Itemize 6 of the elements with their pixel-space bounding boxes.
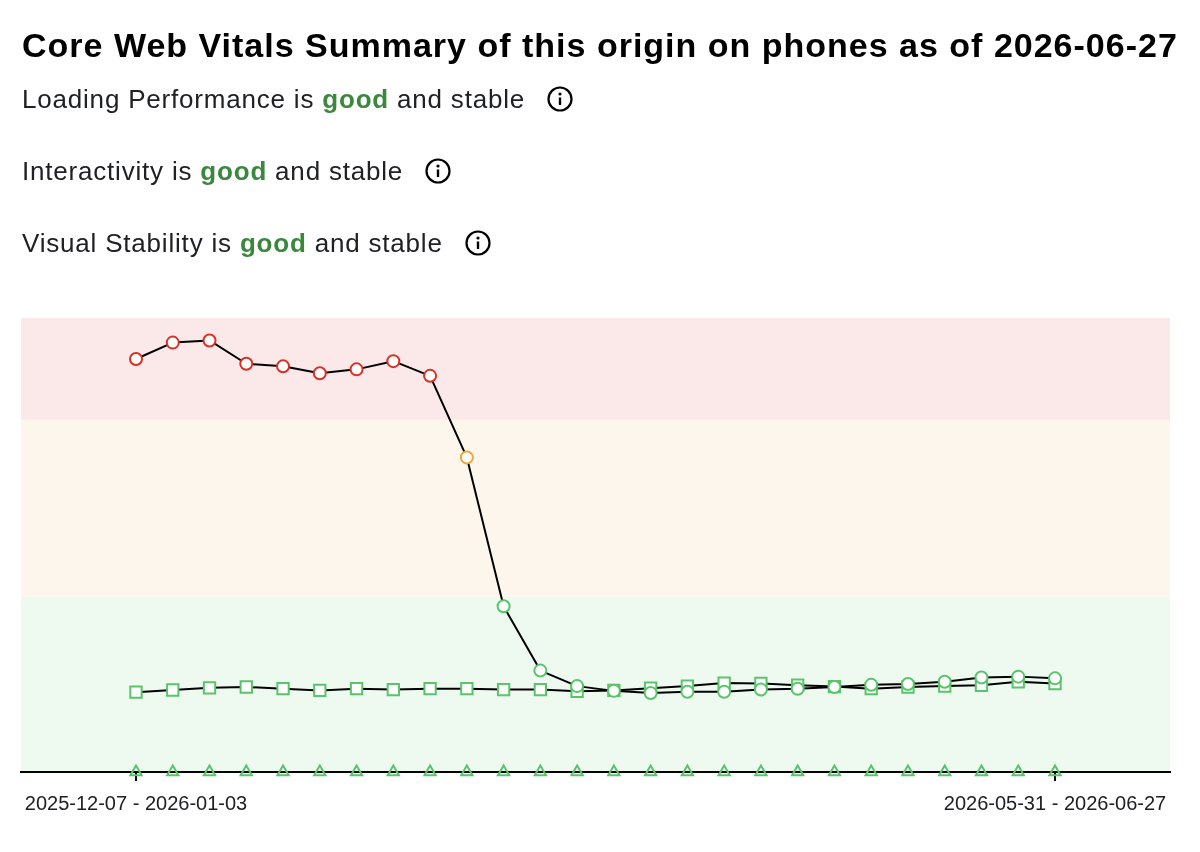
text: Loading Performance is good and stable [22,83,526,116]
chart-title: Core Web Vitals Summary of this origin on phones as of 2026-06-27 [22,25,1178,65]
x-tick-label: 2026-05-31 - 2026-06-27 [943,791,1167,814]
text: Interactivity is good and stable [22,155,404,188]
text: Visual Stability is good and stable [22,227,443,260]
x-tick-label: 2025-12-07 - 2026-01-03 [24,791,248,814]
